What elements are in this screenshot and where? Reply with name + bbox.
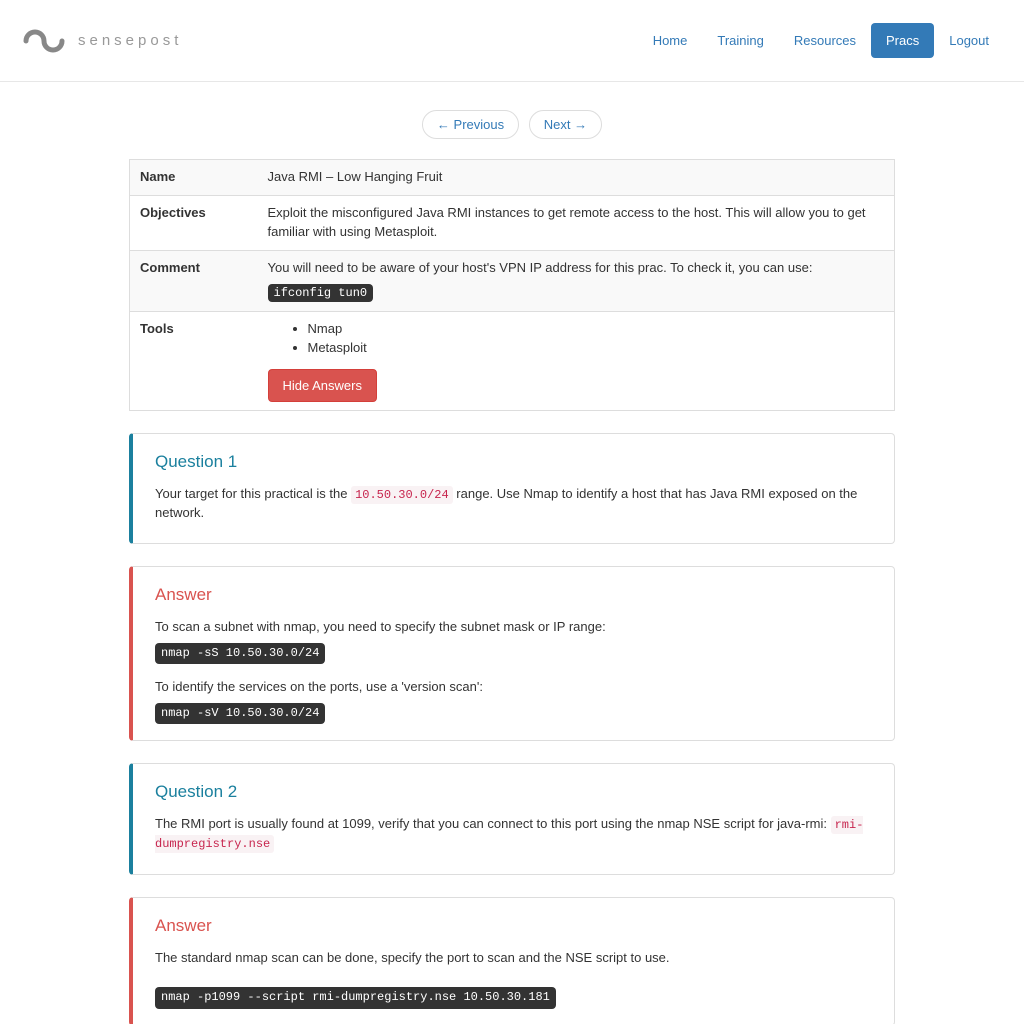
- list-item: Metasploit: [308, 339, 885, 358]
- answer-2: Answer The standard nmap scan can be don…: [129, 897, 895, 1024]
- main-content: ← Previous Next → Name Java RMI – Low Ha…: [129, 82, 895, 1024]
- table-row: Name Java RMI – Low Hanging Fruit: [130, 160, 895, 196]
- meta-objectives-value: Exploit the misconfigured Java RMI insta…: [258, 195, 895, 250]
- meta-comment-label: Comment: [130, 250, 258, 311]
- question-2-text-a: The RMI port is usually found at 1099, v…: [155, 816, 831, 831]
- answer-2-line1: The standard nmap scan can be done, spec…: [155, 949, 872, 968]
- comment-text: You will need to be aware of your host's…: [268, 260, 813, 275]
- nav-training[interactable]: Training: [702, 23, 778, 58]
- nav-links: Home Training Resources Pracs Logout: [638, 23, 1004, 58]
- brand[interactable]: sensepost: [20, 26, 182, 56]
- logo-icon: [20, 26, 68, 56]
- meta-comment-value: You will need to be aware of your host's…: [258, 250, 895, 311]
- brand-text: sensepost: [78, 32, 182, 49]
- nav-home[interactable]: Home: [638, 23, 703, 58]
- list-item: Nmap: [308, 320, 885, 339]
- nav-resources[interactable]: Resources: [779, 23, 871, 58]
- tools-list: Nmap Metasploit: [268, 320, 885, 358]
- meta-objectives-label: Objectives: [130, 195, 258, 250]
- question-1-body: Your target for this practical is the 10…: [155, 485, 872, 523]
- table-row: Objectives Exploit the misconfigured Jav…: [130, 195, 895, 250]
- meta-table: Name Java RMI – Low Hanging Fruit Object…: [129, 159, 895, 411]
- answer-1-line1: To scan a subnet with nmap, you need to …: [155, 618, 872, 637]
- question-1-text-a: Your target for this practical is the: [155, 486, 351, 501]
- meta-tools-value: Nmap Metasploit Hide Answers: [258, 311, 895, 411]
- answer-2-code1: nmap -p1099 --script rmi-dumpregistry.ns…: [155, 987, 556, 1008]
- question-2-title: Question 2: [155, 780, 872, 805]
- meta-name-label: Name: [130, 160, 258, 196]
- pager-previous[interactable]: ← Previous: [422, 110, 519, 139]
- question-1-title: Question 1: [155, 450, 872, 475]
- answer-1-code1: nmap -sS 10.50.30.0/24: [155, 643, 325, 664]
- comment-code: ifconfig tun0: [268, 284, 374, 302]
- answer-1-code2: nmap -sV 10.50.30.0/24: [155, 703, 325, 724]
- question-1: Question 1 Your target for this practica…: [129, 433, 895, 544]
- hide-answers-button[interactable]: Hide Answers: [268, 369, 377, 402]
- table-row: Tools Nmap Metasploit Hide Answers: [130, 311, 895, 411]
- nav-pracs[interactable]: Pracs: [871, 23, 934, 58]
- pager-next[interactable]: Next →: [529, 110, 602, 139]
- answer-1-line2: To identify the services on the ports, u…: [155, 678, 872, 697]
- answer-1-title: Answer: [155, 583, 872, 608]
- meta-tools-label: Tools: [130, 311, 258, 411]
- meta-name-value: Java RMI – Low Hanging Fruit: [258, 160, 895, 196]
- question-2-body: The RMI port is usually found at 1099, v…: [155, 815, 872, 854]
- navbar: sensepost Home Training Resources Pracs …: [0, 0, 1024, 82]
- question-2: Question 2 The RMI port is usually found…: [129, 763, 895, 874]
- answer-1: Answer To scan a subnet with nmap, you n…: [129, 566, 895, 741]
- answer-2-title: Answer: [155, 914, 872, 939]
- pager: ← Previous Next →: [129, 110, 895, 139]
- nav-logout[interactable]: Logout: [934, 23, 1004, 58]
- table-row: Comment You will need to be aware of you…: [130, 250, 895, 311]
- question-1-code: 10.50.30.0/24: [351, 486, 453, 504]
